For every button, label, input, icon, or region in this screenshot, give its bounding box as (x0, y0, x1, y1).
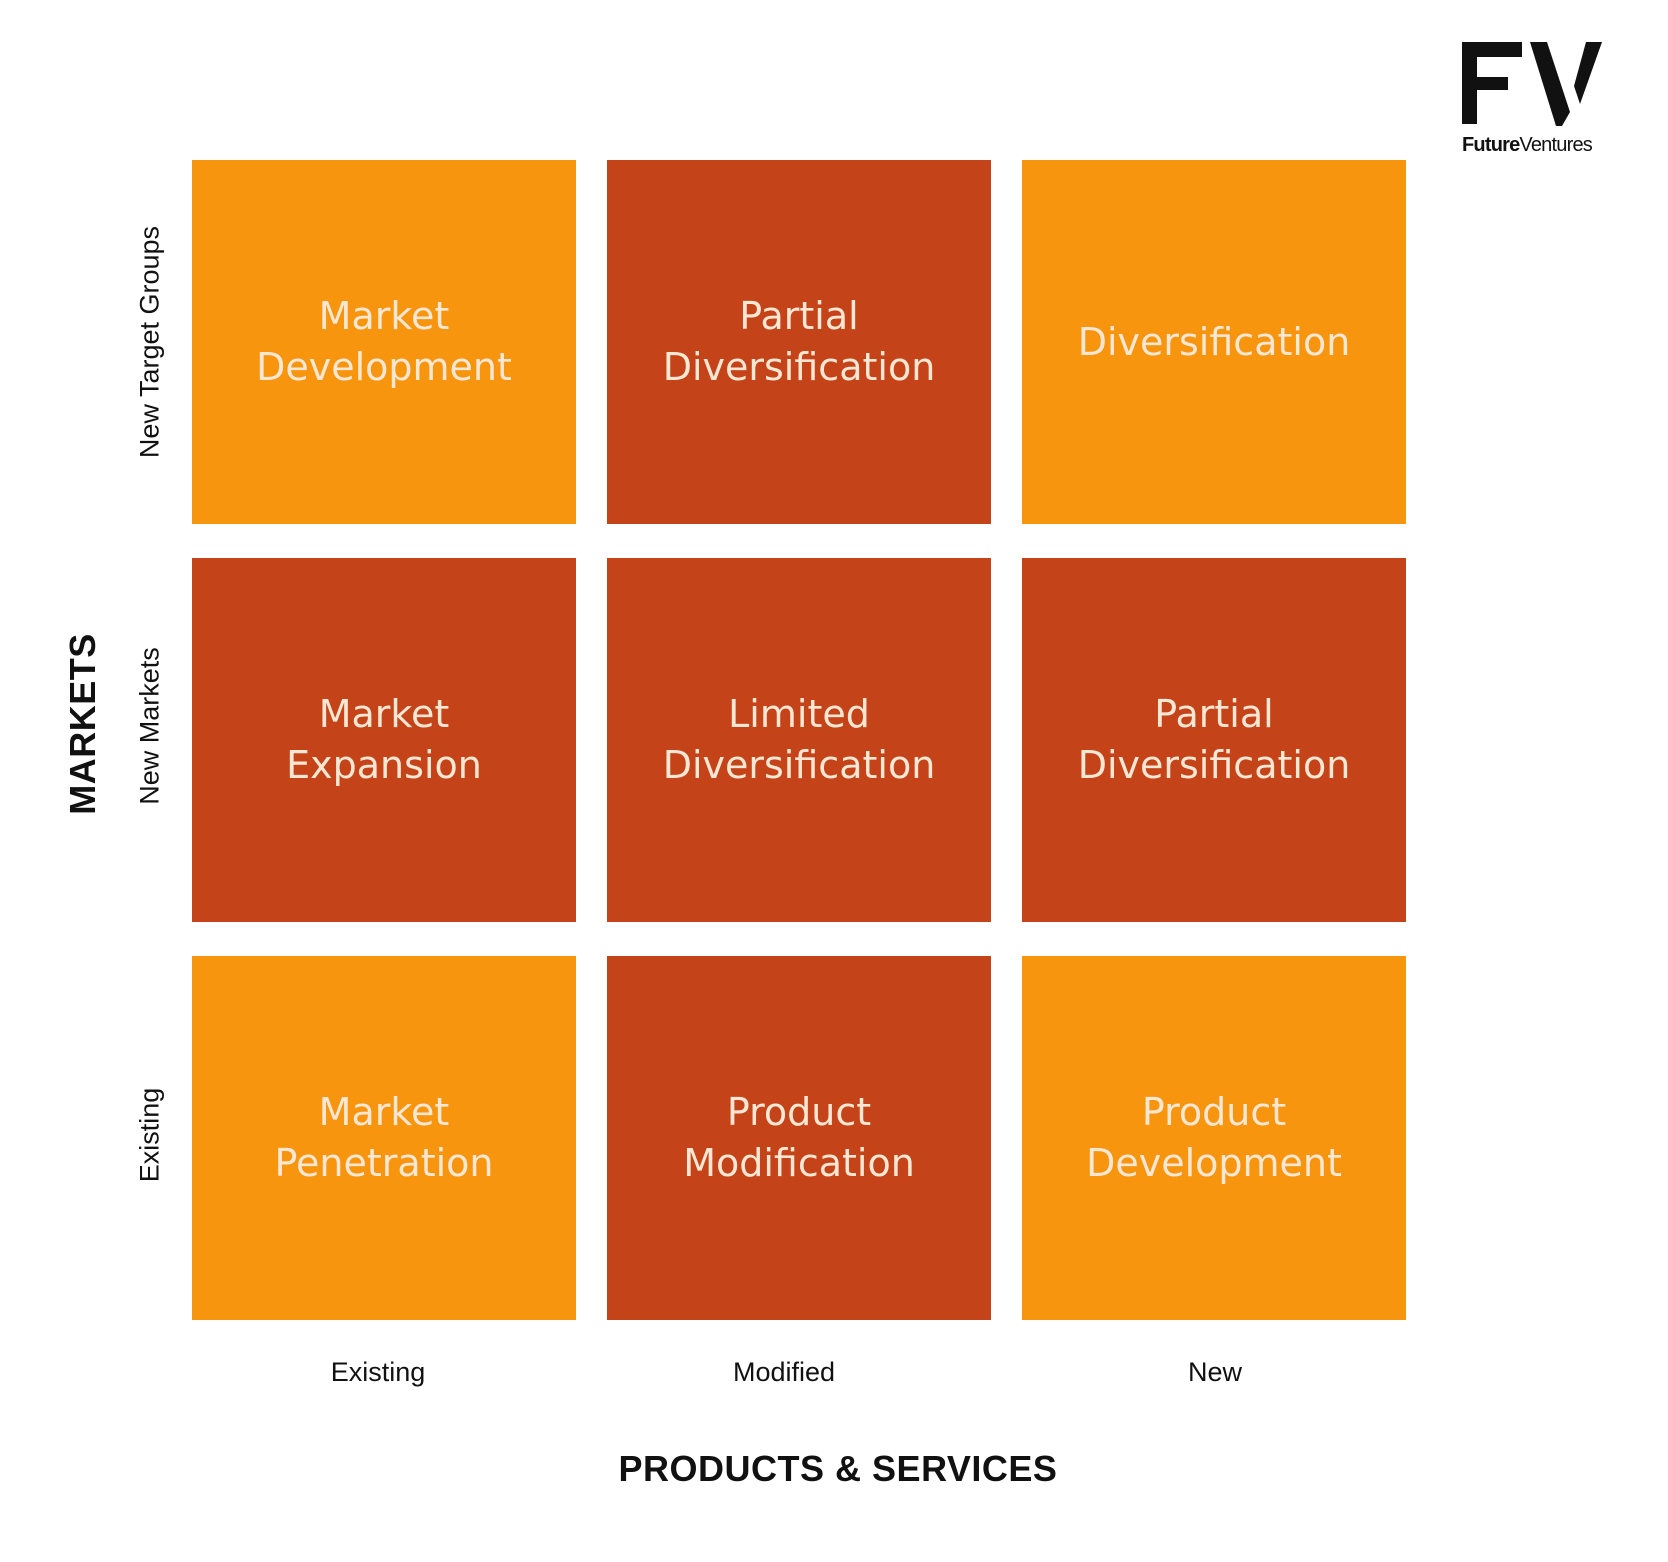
cell-label: Partial Diversification (1077, 692, 1351, 787)
logo-wordmark-bold: Future (1462, 134, 1520, 156)
row-label-new-target-groups: New Target Groups (134, 225, 165, 459)
cell-label: Partial Diversification (662, 294, 936, 389)
x-axis-title: PRODUCTS & SERVICES (618, 1448, 1058, 1489)
matrix-cell-product-modification: Product Modification (607, 956, 991, 1320)
matrix-cell-market-development: Market Development (192, 160, 576, 524)
cell-label: Market Development (256, 294, 512, 389)
matrix-cell-partial-diversification-mid: Partial Diversification (1022, 558, 1406, 922)
matrix-cell-diversification: Diversification (1022, 160, 1406, 524)
col-label-new: New (1187, 1357, 1242, 1387)
fv-logo-icon (1462, 42, 1602, 126)
matrix-cell-partial-diversification-top: Partial Diversification (607, 160, 991, 524)
y-axis-title: MARKETS (62, 633, 103, 815)
row-label-existing: Existing (134, 1087, 165, 1183)
matrix-cell-product-development: Product Development (1022, 956, 1406, 1320)
col-label-existing: Existing (330, 1357, 426, 1387)
matrix-cell-limited-diversification: Limited Diversification (607, 558, 991, 922)
future-ventures-logo: FutureVentures (1462, 42, 1604, 162)
cell-label: Limited Diversification (662, 692, 936, 787)
logo-wordmark: FutureVentures (1462, 134, 1622, 157)
row-label-new-markets: New Markets (134, 647, 165, 805)
logo-wordmark-regular: Ventures (1519, 134, 1592, 156)
cell-label: Diversification (1077, 319, 1351, 364)
matrix-cell-market-penetration: Market Penetration (192, 956, 576, 1320)
cell-label: Market Expansion (286, 692, 482, 787)
col-label-modified: Modified (732, 1357, 836, 1387)
cell-label: Product Modification (683, 1090, 915, 1185)
cell-label: Product Development (1086, 1090, 1342, 1185)
cell-label: Market Penetration (274, 1090, 494, 1185)
matrix-cell-market-expansion: Market Expansion (192, 558, 576, 922)
